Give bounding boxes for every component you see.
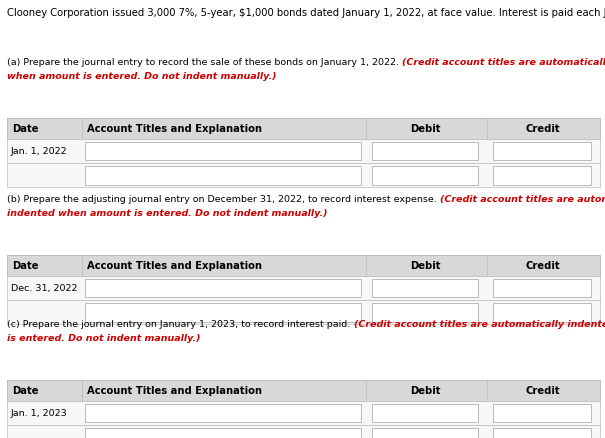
Text: (b) Prepare the adjusting journal entry on December 31, 2022, to record interest: (b) Prepare the adjusting journal entry … <box>7 195 440 204</box>
Text: Date: Date <box>12 261 39 271</box>
Bar <box>85 428 361 438</box>
Bar <box>7 300 600 324</box>
Bar <box>85 166 361 184</box>
Text: Date: Date <box>12 124 39 134</box>
Bar <box>372 141 478 160</box>
Bar <box>372 303 478 321</box>
Text: Credit: Credit <box>526 124 560 134</box>
Text: Date: Date <box>12 385 39 396</box>
Bar <box>493 404 591 423</box>
Bar <box>372 404 478 423</box>
Bar <box>493 141 591 160</box>
Text: Debit: Debit <box>410 124 440 134</box>
Bar <box>85 141 361 160</box>
Text: Credit: Credit <box>526 261 560 271</box>
Text: is entered. Do not indent manually.): is entered. Do not indent manually.) <box>7 335 201 343</box>
Bar <box>7 276 600 300</box>
Bar <box>85 303 361 321</box>
Bar <box>493 428 591 438</box>
Text: Dec. 31, 2022: Dec. 31, 2022 <box>11 283 77 293</box>
Text: (Credit account titles are automatically indented: (Credit account titles are automatically… <box>402 58 605 67</box>
Text: Jan. 1, 2022: Jan. 1, 2022 <box>11 147 68 155</box>
Text: (Credit account titles are automatically: (Credit account titles are automatically <box>440 195 605 204</box>
Text: Debit: Debit <box>410 261 440 271</box>
Text: (Credit account titles are automatically indented when amount: (Credit account titles are automatically… <box>353 320 605 329</box>
Bar <box>7 425 600 438</box>
Bar <box>372 279 478 297</box>
Bar <box>7 139 600 163</box>
Bar <box>7 163 600 187</box>
Text: Clooney Corporation issued 3,000 7%, 5-year, $1,000 bonds dated January 1, 2022,: Clooney Corporation issued 3,000 7%, 5-y… <box>7 8 605 18</box>
Bar <box>493 166 591 184</box>
Text: Account Titles and Explanation: Account Titles and Explanation <box>87 385 261 396</box>
Bar <box>85 404 361 423</box>
Bar <box>493 279 591 297</box>
Bar <box>7 118 600 139</box>
Bar <box>7 380 600 401</box>
Text: Account Titles and Explanation: Account Titles and Explanation <box>87 124 261 134</box>
Text: indented when amount is entered. Do not indent manually.): indented when amount is entered. Do not … <box>7 209 328 219</box>
Bar <box>493 303 591 321</box>
Text: (c) Prepare the journal entry on January 1, 2023, to record interest paid.: (c) Prepare the journal entry on January… <box>7 320 353 329</box>
Text: Jan. 1, 2023: Jan. 1, 2023 <box>11 409 68 417</box>
Text: (a) Prepare the journal entry to record the sale of these bonds on January 1, 20: (a) Prepare the journal entry to record … <box>7 58 402 67</box>
Text: when amount is entered. Do not indent manually.): when amount is entered. Do not indent ma… <box>7 72 276 81</box>
Text: Account Titles and Explanation: Account Titles and Explanation <box>87 261 261 271</box>
Text: Credit: Credit <box>526 385 560 396</box>
Bar <box>7 255 600 276</box>
Bar <box>372 166 478 184</box>
Bar <box>7 401 600 425</box>
Bar <box>372 428 478 438</box>
Bar <box>85 279 361 297</box>
Text: Debit: Debit <box>410 385 440 396</box>
